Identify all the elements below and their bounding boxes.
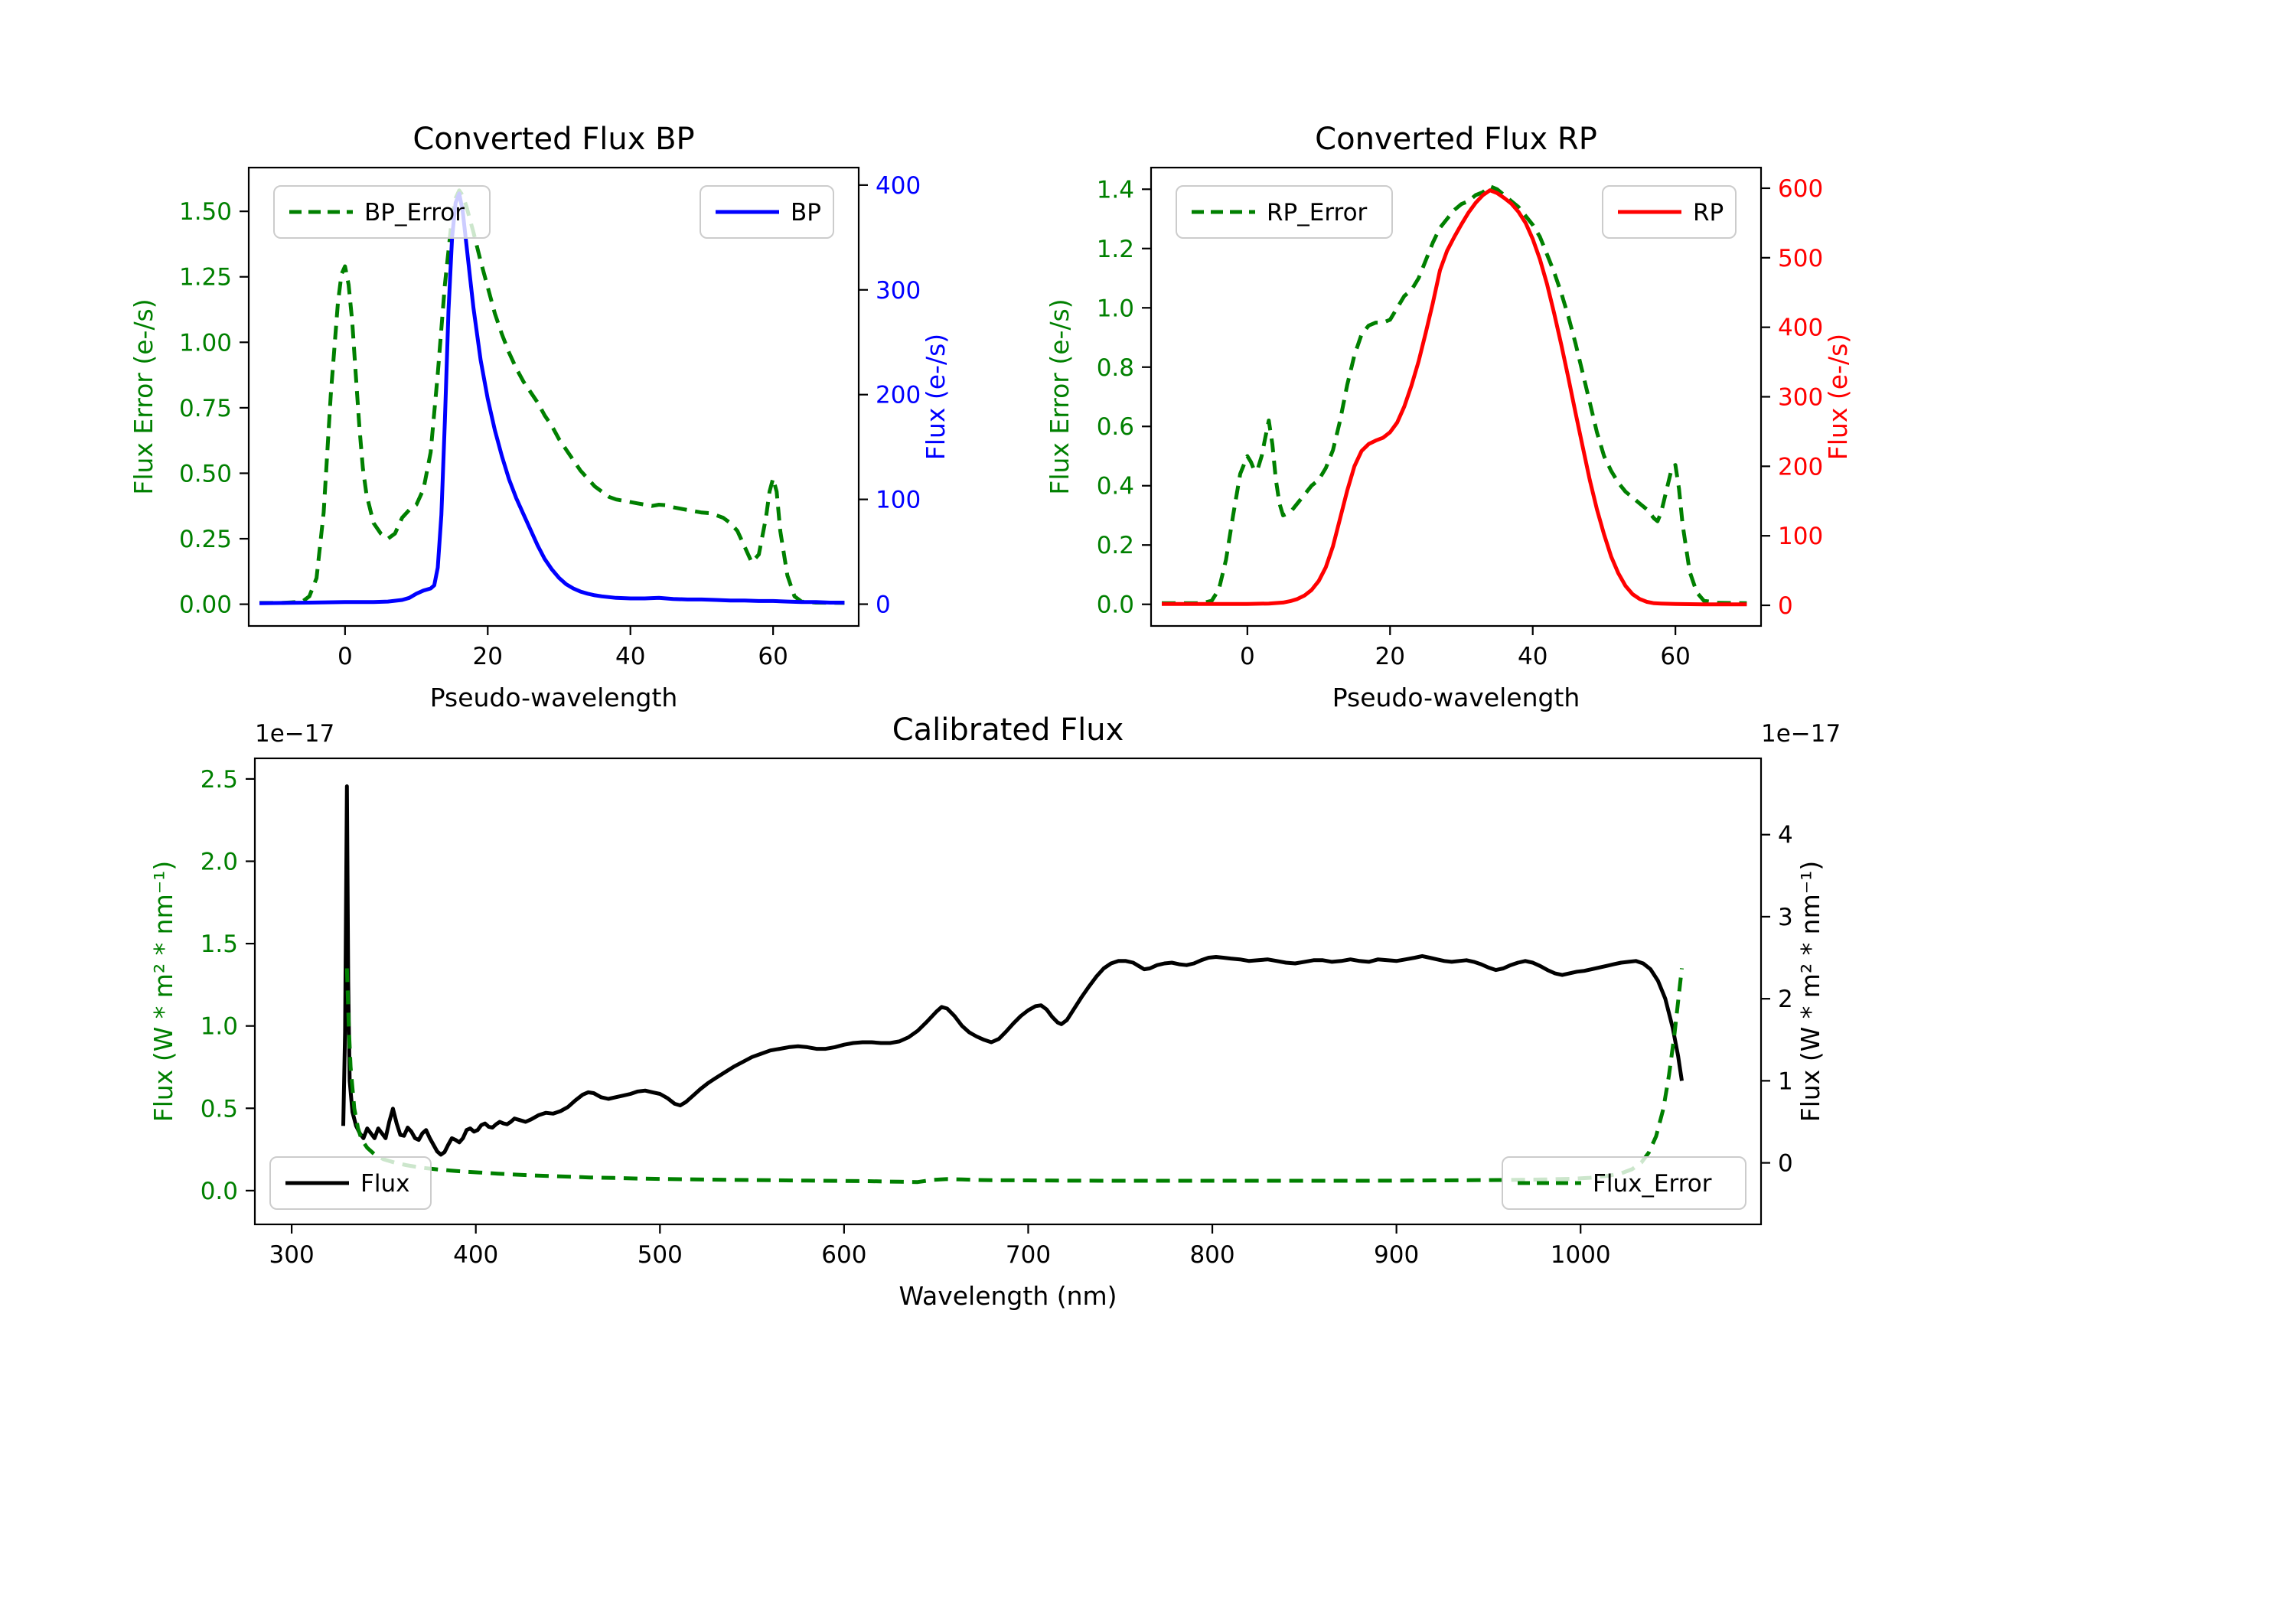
rp-y-tick-label-left: 1.4	[1097, 176, 1134, 204]
rp-y-tick-label-left: 0.2	[1097, 532, 1134, 559]
bp-xlabel: Pseudo-wavelength	[430, 683, 678, 712]
calibrated-ylabel-left: Flux (W * m² * nm⁻¹)	[148, 861, 178, 1123]
legend-box	[273, 185, 491, 239]
calibrated-y-tick-label-right: 2	[1778, 986, 1793, 1013]
rp-xlabel: Pseudo-wavelength	[1332, 683, 1580, 712]
bp-ylabel-right: Flux (e-/s)	[921, 334, 951, 460]
bp-title: Converted Flux BP	[413, 122, 694, 157]
rp-legend-rp: RP	[1602, 185, 1737, 239]
calibrated-title: Calibrated Flux	[892, 712, 1124, 748]
calibrated-xlabel: Wavelength (nm)	[899, 1281, 1117, 1311]
calibrated-x-tick-label: 500	[638, 1241, 683, 1269]
legend-label: Flux	[360, 1170, 409, 1198]
calibrated-y-tick-label-left: 2.5	[201, 766, 238, 794]
bp-chart: 0 20 40 60 0.00 0.25 0.50 0.75 1.00 1.25 1.50 0 100 2…	[129, 122, 951, 712]
rp-y-tick-label-right: 400	[1778, 315, 1823, 342]
rp-y-tick-label-right: 200	[1778, 453, 1823, 481]
calibrated-x-tick-label: 300	[269, 1241, 315, 1269]
rp-x-tick-label: 60	[1660, 643, 1690, 670]
legend-label: RP	[1693, 199, 1724, 227]
rp-ylabel-left: Flux Error (e-/s)	[1045, 298, 1075, 494]
rp-y-tick-label-left: 0.0	[1097, 592, 1134, 619]
legend-label: RP_Error	[1267, 199, 1368, 227]
legend-box	[269, 1156, 432, 1210]
rp-y-tick-label-right: 500	[1778, 245, 1823, 272]
bp-y-tick-label-left: 1.50	[179, 198, 232, 226]
rp-y-tick-label-left: 0.4	[1097, 473, 1134, 500]
calibrated-x-tick-label: 700	[1006, 1241, 1051, 1269]
calibrated-chart: 300 400 500 600 700 800 900 1000 0.0 0.5 1.0 1.5 2.0…	[148, 712, 1841, 1311]
bp-y-tick-label-left: 0.00	[179, 592, 232, 619]
calibrated-x-tick-label: 1000	[1551, 1241, 1611, 1269]
bp-y-tick-label-right: 0	[876, 592, 891, 619]
rp-title: Converted Flux RP	[1315, 122, 1597, 157]
calibrated-offset-right: 1e−17	[1761, 720, 1841, 748]
calibrated-y-tick-label-left: 0.5	[201, 1095, 238, 1123]
legend-label: BP	[791, 199, 821, 227]
calibrated-y-tick-label-right: 0	[1778, 1150, 1793, 1178]
bp-bp-line	[259, 191, 845, 605]
bp-x-tick-label: 60	[758, 643, 788, 670]
calibrated-y-tick-label-left: 2.0	[201, 848, 238, 875]
calibrated-flux_error-line	[344, 968, 1684, 1185]
bp-y-tick-label-left: 0.75	[179, 395, 232, 422]
calibrated-y-tick-label-left: 1.5	[201, 931, 238, 958]
rp-chart: 0 20 40 60 0.0 0.2 0.4 0.6 0.8 1.0 1.2 1.4 0 100 200 30…	[1045, 122, 1853, 712]
calibrated-x-tick-label: 600	[821, 1241, 866, 1269]
rp-y-tick-label-left: 0.6	[1097, 413, 1134, 441]
rp-y-tick-label-left: 0.8	[1097, 354, 1134, 382]
bp-ylabel-left: Flux Error (e-/s)	[129, 298, 158, 494]
rp-y-tick-label-right: 600	[1778, 175, 1823, 203]
calibrated-ylabel-right: Flux (W * m² * nm⁻¹)	[1795, 861, 1825, 1123]
bp-axes-frame	[247, 166, 860, 627]
legend-label: BP_Error	[364, 199, 465, 227]
rp-rp_error-line	[1162, 184, 1747, 605]
rp-y-tick-label-right: 300	[1778, 384, 1823, 412]
bp-y-tick-label-left: 0.25	[179, 526, 232, 553]
rp-x-tick-label: 0	[1240, 643, 1255, 670]
bp-y-tick-label-right: 200	[876, 382, 921, 409]
calibrated-y-tick-label-left: 0.0	[201, 1178, 238, 1205]
bp-legend-bp_error: BP_Error	[273, 185, 491, 239]
calibrated-legend-flux_error: Flux_Error	[1502, 1156, 1746, 1210]
bp-y-tick-label-right: 100	[876, 487, 921, 514]
bp-legend-bp: BP	[700, 185, 834, 239]
bp-y-tick-label-left: 0.50	[179, 460, 232, 487]
rp-rp-line	[1162, 188, 1747, 607]
bp-x-tick-label: 40	[615, 643, 645, 670]
calibrated-flux-line	[341, 784, 1684, 1157]
calibrated-y-tick-label-right: 3	[1778, 904, 1793, 931]
rp-x-tick-label: 40	[1518, 643, 1548, 670]
rp-y-tick-label-right: 100	[1778, 523, 1823, 550]
legend-box	[1502, 1156, 1746, 1210]
bp-x-tick-label: 20	[473, 643, 503, 670]
rp-y-tick-label-right: 0	[1778, 592, 1793, 620]
calibrated-x-tick-label: 400	[453, 1241, 498, 1269]
calibrated-axes-frame	[253, 757, 1763, 1226]
rp-ylabel-right: Flux (e-/s)	[1823, 334, 1853, 460]
bp-x-tick-label: 0	[338, 643, 353, 670]
legend-label: Flux_Error	[1593, 1170, 1712, 1198]
calibrated-offset-left: 1e−17	[255, 720, 334, 748]
calibrated-x-tick-label: 800	[1189, 1241, 1234, 1269]
calibrated-legend-flux: Flux	[269, 1156, 432, 1210]
bp-y-tick-label-right: 300	[876, 277, 921, 305]
calibrated-x-tick-label: 900	[1374, 1241, 1419, 1269]
calibrated-y-tick-label-right: 4	[1778, 822, 1793, 849]
rp-y-tick-label-left: 1.0	[1097, 295, 1134, 322]
rp-legend-rp_error: RP_Error	[1176, 185, 1393, 239]
calibrated-y-tick-label-left: 1.0	[201, 1013, 238, 1041]
legend-box	[1176, 185, 1393, 239]
bp-y-tick-label-right: 400	[876, 172, 921, 200]
rp-x-tick-label: 20	[1375, 643, 1405, 670]
calibrated-y-tick-label-right: 1	[1778, 1068, 1793, 1095]
bp-bp_error-line	[259, 188, 845, 605]
rp-y-tick-label-left: 1.2	[1097, 236, 1134, 263]
bp-y-tick-label-left: 1.00	[179, 329, 232, 357]
bp-y-tick-label-left: 1.25	[179, 264, 232, 292]
